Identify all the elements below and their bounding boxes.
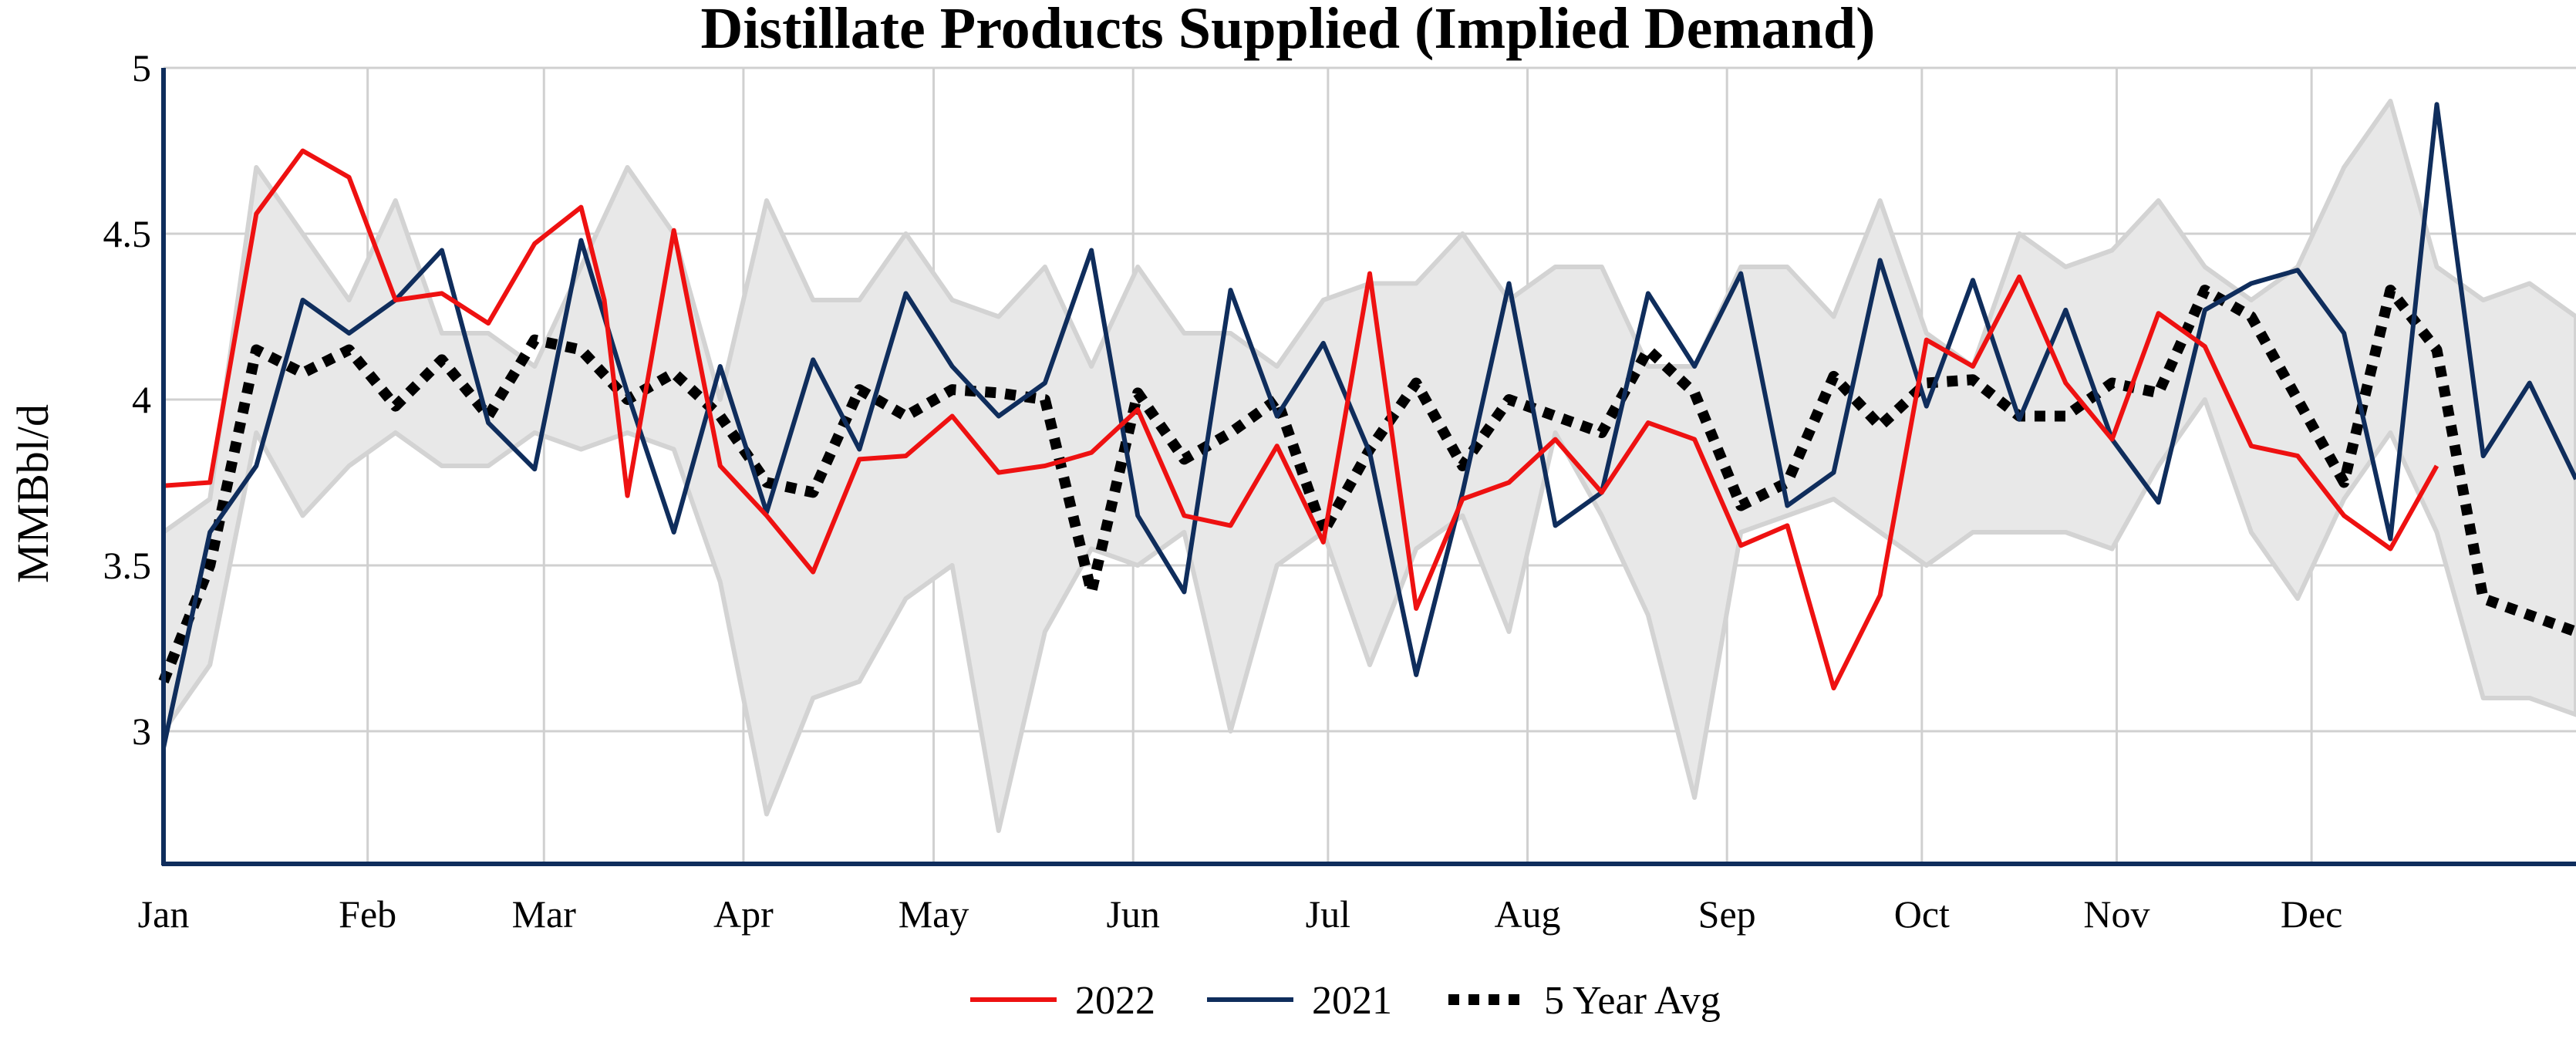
legend: 2022 2021 5 Year Avg: [970, 979, 1721, 1023]
legend-label: 2021: [1312, 979, 1392, 1023]
legend-label: 5 Year Avg: [1544, 979, 1721, 1023]
axes: [161, 68, 2576, 866]
x-tick-label: Aug: [1494, 892, 1560, 936]
legend-item-2022: 2022: [970, 979, 1155, 1023]
y-tick-label: 4.5: [103, 212, 152, 255]
x-tick-labels: Jan Feb Mar Apr May Jun Jul Aug Sep Oct Nov Dec: [138, 892, 2343, 936]
y-tick-labels: 3 3.5 4 4.5 5: [103, 46, 152, 753]
five-year-range-band: [161, 99, 2576, 833]
x-tick-label: Sep: [1698, 892, 1756, 936]
series-lines: [158, 102, 2576, 749]
x-tick-label: Nov: [2083, 892, 2149, 936]
x-tick-label: Jan: [138, 892, 190, 936]
x-tick-label: Jun: [1106, 892, 1159, 936]
y-axis-label: MMBbl/d: [8, 404, 58, 583]
x-tick-label: May: [899, 892, 969, 936]
x-tick-label: Mar: [512, 892, 577, 936]
x-tick-label: Apr: [713, 892, 774, 936]
series-line-2021: [161, 102, 2576, 749]
y-tick-label: 4: [132, 378, 151, 421]
range-band-area: [161, 99, 2576, 833]
legend-item-2021: 2021: [1207, 979, 1392, 1023]
y-tick-label: 3.5: [103, 544, 152, 587]
x-tick-label: Jul: [1306, 892, 1350, 936]
x-tick-label: Dec: [2281, 892, 2343, 936]
chart-title: Distillate Products Supplied (Implied De…: [701, 0, 1876, 61]
y-tick-label: 5: [132, 46, 151, 89]
series-line-2022: [163, 148, 2439, 691]
x-tick-label: Oct: [1894, 892, 1950, 936]
x-tick-label: Feb: [339, 892, 396, 936]
y-tick-label: 3: [132, 710, 151, 753]
legend-label: 2022: [1075, 979, 1155, 1023]
legend-item-5-year-avg: 5 Year Avg: [1448, 979, 1721, 1023]
